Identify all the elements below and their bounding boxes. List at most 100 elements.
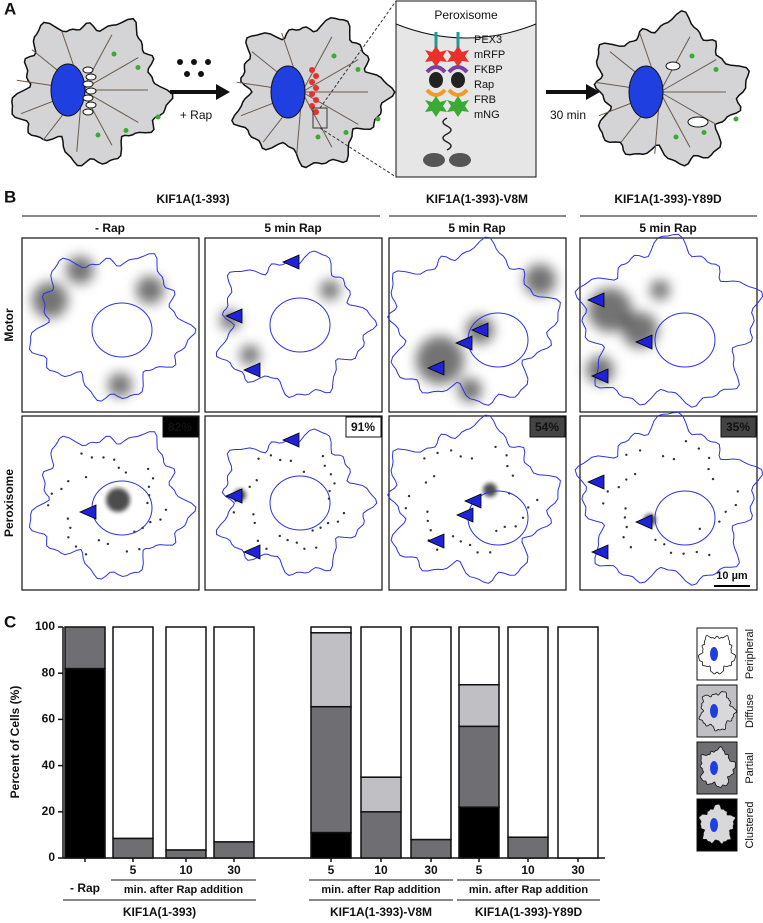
arrowhead (471, 322, 489, 338)
bar-segment (360, 626, 402, 778)
peroxisome-dot (67, 536, 70, 539)
peroxisome-dot (328, 489, 331, 493)
nucleus (50, 63, 86, 117)
bar-segment (557, 626, 599, 859)
peroxisome-dot (329, 473, 333, 476)
peroxisome (665, 61, 681, 71)
arrowhead (635, 514, 653, 530)
peroxisome-dot (625, 478, 628, 481)
peroxisome-dot (90, 456, 94, 459)
peroxisome (82, 108, 94, 116)
peroxisome-dot (698, 527, 702, 531)
peroxisome-dot (102, 456, 105, 459)
peroxisome-dot (426, 510, 429, 513)
row-label: Motor (2, 308, 16, 342)
arrowhead (591, 544, 609, 560)
peroxisome (687, 116, 709, 128)
cell-outline (387, 236, 561, 406)
signal-blob (108, 373, 132, 397)
group-sublabel: min. after Rap addition (469, 884, 588, 896)
cell-outline (28, 431, 197, 580)
signal-blob (320, 280, 340, 300)
peroxisome-dot (470, 457, 474, 460)
y-tick-label: 20 (42, 804, 56, 818)
percent-label: 54% (535, 420, 559, 434)
peroxisome-dot (286, 538, 289, 542)
peroxisome-dot (319, 526, 322, 529)
inset-art: PEX3 mRFP FKBP Rap FRB mNG (423, 32, 505, 167)
peroxisome-dot (252, 513, 255, 516)
arrowhead (225, 308, 243, 324)
peroxisome (85, 101, 97, 109)
peroxisome (309, 79, 315, 85)
rap-dot (184, 71, 190, 77)
peroxisome-dot (514, 525, 517, 528)
peroxisome-dot (622, 536, 625, 539)
arrowhead (635, 334, 653, 350)
peroxisome-dot (638, 449, 642, 452)
microtubule (301, 59, 359, 93)
peroxisome-dot (424, 481, 428, 484)
x-tick-label: 5 (476, 863, 483, 877)
peroxisome-dot (295, 541, 298, 544)
peroxisome (313, 109, 319, 115)
peroxisome-dot (84, 553, 88, 556)
peroxisome-dot (708, 553, 711, 557)
peroxisome-dot (60, 487, 63, 491)
component-label: mNG (474, 109, 500, 121)
peroxisome-dot (269, 454, 273, 457)
motor-head (423, 153, 445, 167)
peroxisome-dot (629, 546, 633, 549)
group-sublabel: min. after Rap addition (321, 884, 440, 896)
construct-header: KIF1A(1-393)-V8M (426, 192, 528, 206)
peroxisome-dot (66, 517, 70, 520)
panel-b: 82% 91% 54% 35% 10 µm (21, 233, 763, 591)
nucleus-outline (269, 297, 331, 353)
peroxisome-dot (429, 529, 432, 532)
peroxisome-dot (159, 518, 162, 521)
panel-label: A (4, 0, 16, 18)
peroxisome-dot (248, 485, 251, 489)
motor (95, 132, 101, 138)
peroxisome-dot (149, 520, 152, 524)
zoom-line (319, 0, 397, 109)
peroxisome-dot (451, 535, 455, 538)
peroxisome-dot (302, 470, 306, 474)
mrfp (447, 46, 469, 67)
nucleus-outline (269, 475, 331, 531)
arrowhead (456, 507, 474, 523)
construct-header: KIF1A(1-393)-Y89D (614, 192, 722, 206)
y-tick-label: 40 (42, 758, 56, 772)
legend-label: Partial (744, 752, 756, 783)
peroxisome (313, 73, 319, 79)
peroxisome-dot (279, 458, 282, 462)
motor (135, 65, 141, 70)
peroxisome-dot (314, 546, 318, 549)
motor (343, 130, 349, 135)
peroxisome-dot (256, 539, 260, 543)
x-tick-label: 5 (130, 863, 137, 877)
cell-outline (28, 253, 197, 402)
x-tick-label: 5 (328, 863, 335, 877)
percent-box (162, 416, 199, 438)
peroxisome (309, 67, 315, 73)
peroxisome-dot (672, 457, 676, 461)
peroxisome-dot (326, 521, 330, 525)
arrowhead (587, 292, 605, 308)
zoom-line (319, 127, 397, 178)
peroxisome-dot (146, 467, 150, 471)
rap (429, 72, 443, 88)
bar-segment (360, 776, 402, 813)
motor (733, 116, 739, 122)
peroxisome-dot (342, 511, 346, 515)
y-tick-label: 0 (48, 850, 55, 864)
peroxisome-dot (278, 534, 281, 538)
microtubule (659, 91, 717, 125)
fkbp (425, 65, 447, 74)
peroxisome-dot (426, 519, 430, 523)
inset-title: Peroxisome (434, 8, 498, 22)
signal (32, 256, 164, 397)
percent-label: 82% (168, 420, 192, 434)
group-label: KIF1A(1-393) (123, 905, 196, 919)
peroxisome-dot (97, 539, 101, 542)
